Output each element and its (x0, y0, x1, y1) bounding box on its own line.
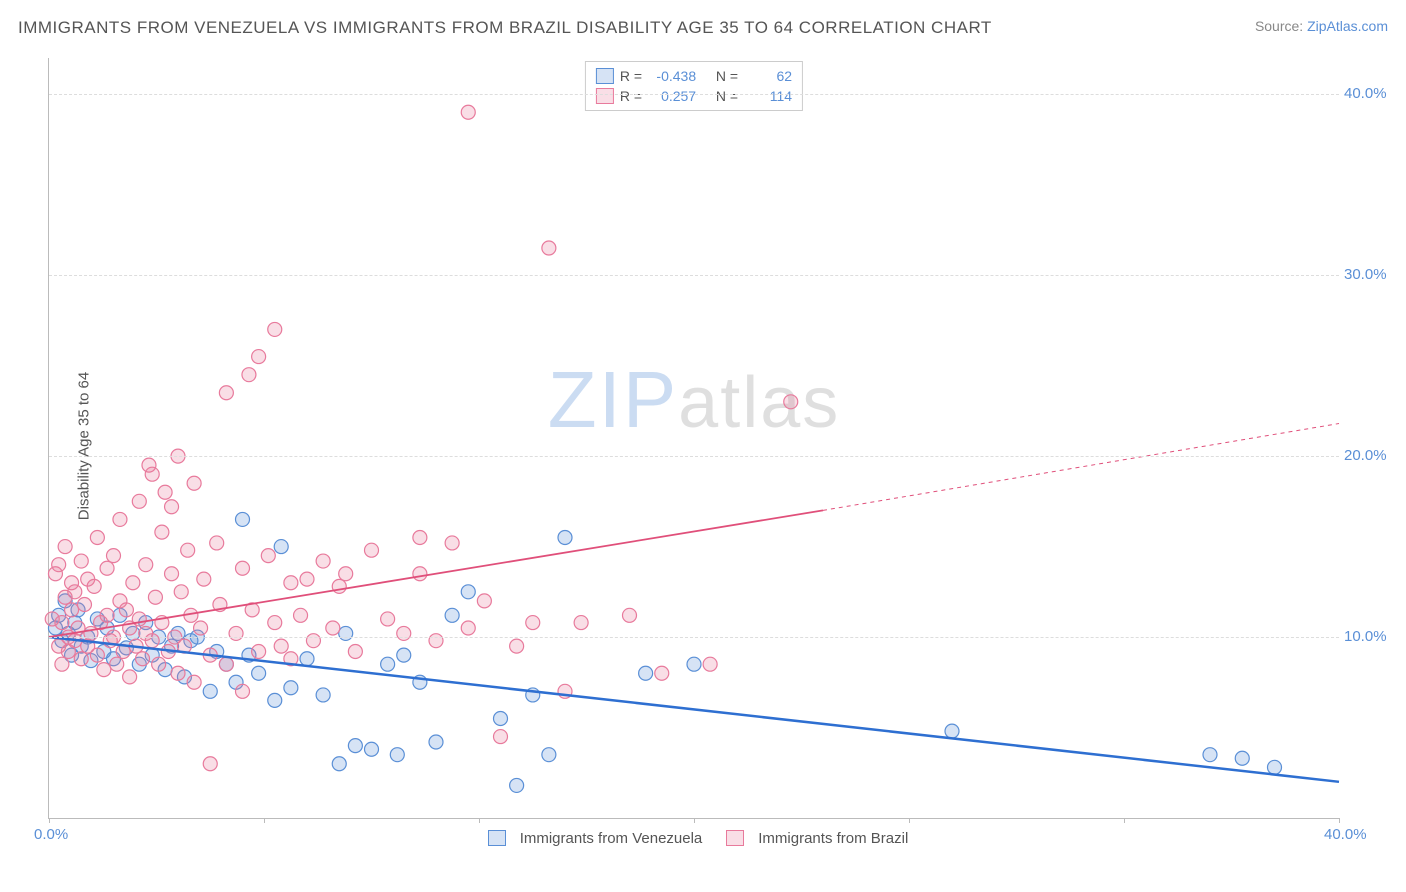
legend-series: Immigrants from Venezuela Immigrants from… (49, 830, 1339, 851)
scatter-svg (49, 58, 1339, 818)
y-tick-label: 40.0% (1344, 85, 1399, 102)
legend-item: Immigrants from Brazil (718, 830, 908, 847)
chart-container: IMMIGRANTS FROM VENEZUELA VS IMMIGRANTS … (0, 0, 1406, 892)
y-tick-label: 30.0% (1344, 266, 1399, 283)
legend-row: R =-0.438 N =62 (596, 66, 792, 86)
source-link[interactable]: ZipAtlas.com (1307, 18, 1388, 34)
x-tick-label: 40.0% (1324, 826, 1367, 843)
legend-correlation: R =-0.438 N =62 R =0.257 N =114 (585, 61, 803, 111)
y-tick-label: 10.0% (1344, 628, 1399, 645)
x-tick-label: 0.0% (34, 826, 68, 843)
chart-title: IMMIGRANTS FROM VENEZUELA VS IMMIGRANTS … (18, 18, 992, 38)
plot-area: ZIPatlas R =-0.438 N =62 R =0.257 N =114… (48, 58, 1339, 819)
legend-row: R =0.257 N =114 (596, 86, 792, 106)
y-tick-label: 20.0% (1344, 447, 1399, 464)
legend-item: Immigrants from Venezuela (480, 830, 703, 847)
source-label: Source: ZipAtlas.com (1255, 18, 1388, 34)
